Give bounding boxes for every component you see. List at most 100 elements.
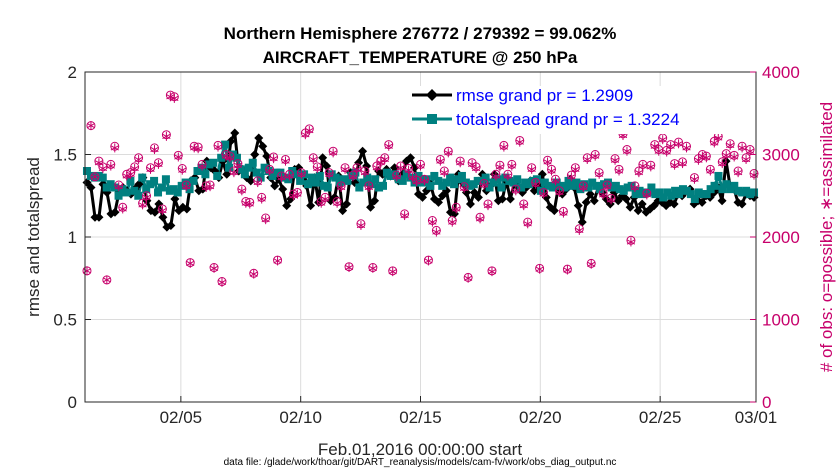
spread-point [185,185,194,194]
series-markers [82,90,759,287]
rmse-point [286,194,296,204]
x-tick-label: 02/15 [399,408,442,427]
assimilated-obs-point [626,237,636,247]
rmse-point [166,220,176,230]
assimilated-obs-point [408,173,417,183]
assimilated-obs-point [106,161,115,171]
assimilated-obs-point [515,137,524,147]
assimilated-obs-point [245,199,254,209]
spread-point [244,163,253,172]
assimilated-obs-point [281,156,290,166]
spread-point [181,178,190,187]
assimilated-obs-point [317,198,326,208]
spread-point [311,178,320,187]
assimilated-obs-point [535,264,544,274]
assimilated-obs-point [579,183,588,192]
assimilated-obs-point [166,92,175,102]
spread-point [201,170,210,179]
assimilated-obs-point [555,187,564,197]
assimilated-obs-point [336,183,346,192]
assimilated-obs-point [400,211,409,221]
assimilated-obs-point [654,146,663,156]
assimilated-obs-point [559,208,568,218]
assimilated-obs-point [158,206,167,216]
spread-point [363,173,372,182]
y-left-tick-label: 1.5 [53,146,77,165]
assimilated-obs-point [523,219,532,229]
assimilated-obs-point [110,143,119,153]
assimilated-obs-point [348,172,358,182]
assimilated-obs-point [178,165,187,175]
assimilated-obs-point [638,161,647,171]
rmse-point [581,197,591,207]
assimilated-obs-point [575,225,584,235]
assimilated-obs-point [94,158,104,168]
assimilated-obs-point [499,142,509,152]
assimilated-obs-point [329,148,338,158]
assimilated-obs-point [233,160,243,170]
spread-point [371,175,380,184]
x-axis-label: Feb.01,2016 00:00:00 start [318,440,522,459]
assimilated-obs-point [702,153,711,163]
spread-point [596,185,605,194]
spread-point [548,183,557,192]
rmse-point [433,197,443,207]
assimilated-obs-point [356,220,366,230]
legend-rmse-marker [426,89,438,101]
assimilated-obs-point [313,164,322,174]
assimilated-obs-point [614,166,624,176]
rmse-point [406,153,416,163]
rmse-point [134,179,144,189]
assimilated-obs-point [420,176,429,186]
assimilated-obs-point [630,183,640,192]
assimilated-obs-point [352,164,362,174]
assimilated-obs-point [86,121,96,131]
assimilated-obs-point [209,263,219,273]
spread-point [98,173,107,182]
assimilated-obs-point [388,267,397,277]
spread-point [406,173,415,182]
y-right-tick-label: 0 [762,393,771,412]
rmse-point [585,189,595,199]
assimilated-obs-point [428,217,437,227]
rmse-point [170,194,180,204]
spread-point [252,168,261,177]
assimilated-obs-point [591,151,600,161]
spread-point [134,191,143,200]
chart-title-line2: AIRCRAFT_TEMPERATURE @ 250 hPa [263,48,578,67]
assimilated-obs-point [174,152,183,162]
assimilated-obs-point [257,194,266,204]
assimilated-obs-point [567,172,576,182]
assimilated-obs-point [392,172,401,182]
rmse-point [86,183,96,192]
rmse-point [417,192,427,202]
rmse-point [633,206,643,216]
assimilated-obs-point [205,182,215,192]
assimilated-obs-point [448,217,457,227]
assimilated-obs-point [662,147,671,157]
assimilated-obs-point [452,204,461,214]
assimilated-obs-point [678,159,687,169]
assimilated-obs-point [749,170,759,180]
rmse-point [278,184,288,194]
rmse-point [497,194,507,204]
spread-point [675,190,684,199]
assimilated-obs-point [384,141,393,151]
assimilated-obs-point [424,256,433,266]
rmse-point [94,212,104,222]
spread-point [307,173,316,182]
rmse-point [262,151,272,161]
assimilated-obs-point [563,265,572,275]
assimilated-obs-point [432,227,441,237]
legend-box [410,86,750,134]
assimilated-obs-point [404,165,413,175]
spread-point [564,176,573,185]
rmse-point [370,196,380,206]
assimilated-obs-point [646,162,655,172]
spread-point [189,176,198,185]
spread-point [718,185,727,194]
spread-point [690,195,699,204]
assimilated-obs-point [730,152,739,162]
spread-point [343,176,352,185]
spread-point [236,165,245,174]
